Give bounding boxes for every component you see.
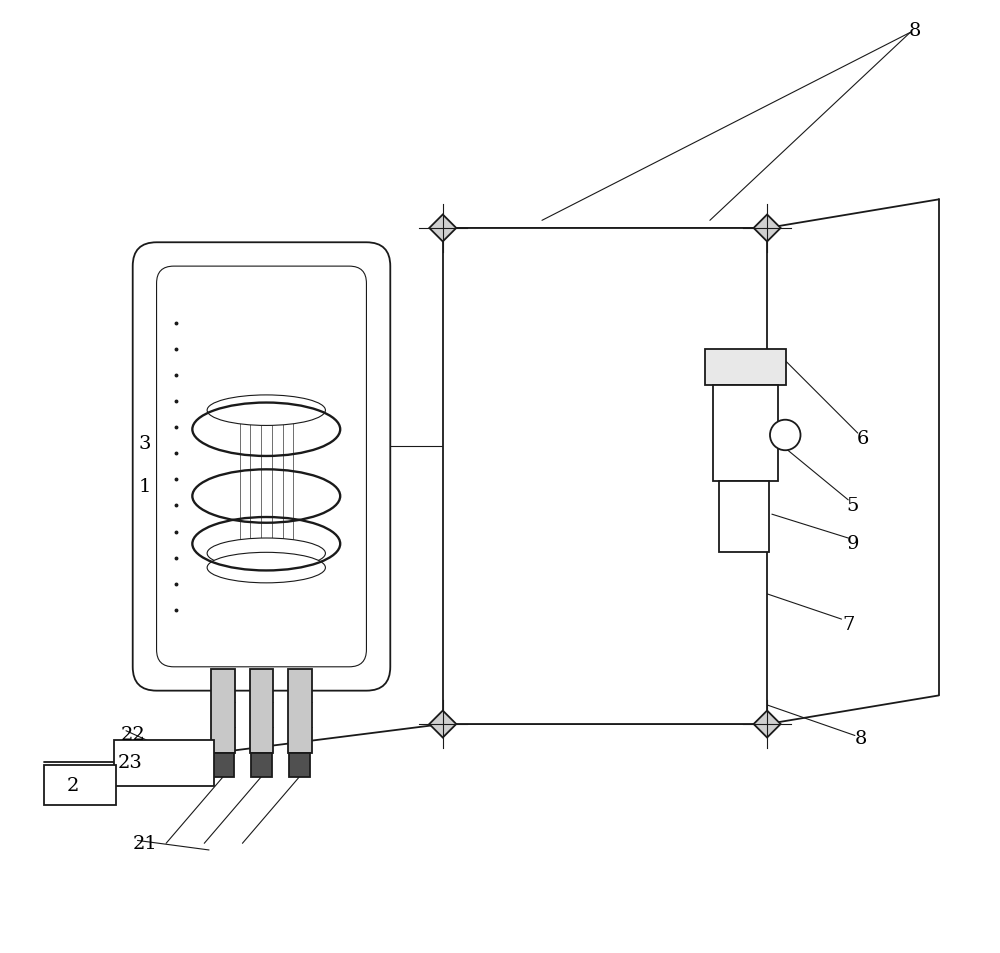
Text: 8: 8 bbox=[909, 22, 921, 39]
Text: 1: 1 bbox=[139, 477, 151, 495]
Circle shape bbox=[770, 420, 801, 451]
Bar bbox=[713, 386, 778, 481]
Text: 8: 8 bbox=[854, 730, 867, 747]
Bar bbox=[213, 753, 234, 777]
Text: 2: 2 bbox=[66, 777, 79, 794]
Bar bbox=[44, 765, 116, 805]
FancyBboxPatch shape bbox=[133, 243, 390, 691]
Text: 6: 6 bbox=[856, 430, 869, 447]
Ellipse shape bbox=[207, 395, 325, 426]
Bar bbox=[754, 215, 781, 242]
Bar bbox=[429, 711, 456, 738]
Bar bbox=[429, 215, 456, 242]
Text: 5: 5 bbox=[847, 497, 859, 514]
Bar bbox=[705, 350, 786, 386]
Bar bbox=[250, 669, 273, 753]
Bar bbox=[289, 753, 310, 777]
Bar bbox=[251, 753, 272, 777]
Bar bbox=[288, 669, 312, 753]
Bar bbox=[443, 229, 767, 724]
Text: 3: 3 bbox=[139, 435, 151, 452]
Bar bbox=[211, 669, 235, 753]
Text: 22: 22 bbox=[120, 725, 145, 742]
Text: 7: 7 bbox=[842, 616, 854, 633]
Bar bbox=[114, 740, 214, 786]
Text: 21: 21 bbox=[133, 835, 157, 852]
Text: 9: 9 bbox=[847, 535, 859, 552]
Text: 23: 23 bbox=[117, 754, 142, 771]
Ellipse shape bbox=[207, 538, 325, 569]
Bar bbox=[754, 711, 781, 738]
Ellipse shape bbox=[207, 553, 325, 583]
Bar bbox=[719, 481, 769, 553]
